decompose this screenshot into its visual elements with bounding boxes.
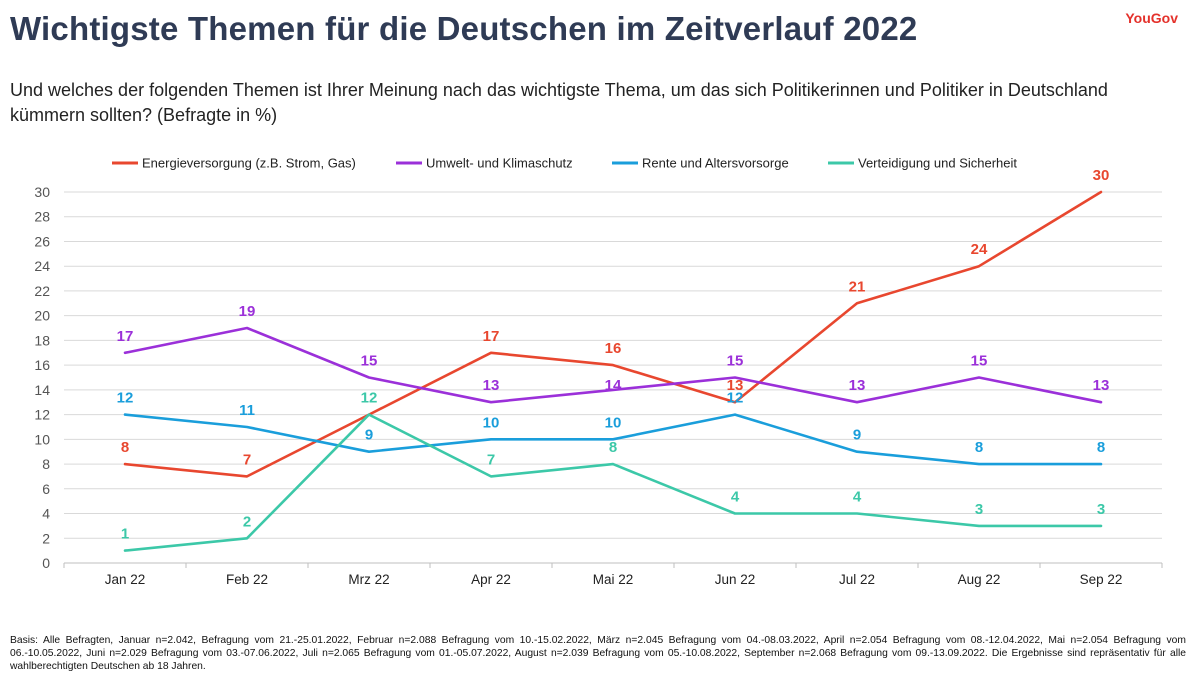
- data-label: 7: [487, 451, 495, 468]
- data-label: 10: [483, 414, 500, 431]
- y-tick-label: 10: [34, 431, 50, 447]
- y-tick-label: 4: [42, 506, 50, 522]
- x-tick-label: Feb 22: [226, 572, 268, 587]
- legend-label: Energieversorgung (z.B. Strom, Gas): [142, 156, 356, 171]
- data-label: 15: [361, 353, 378, 370]
- data-label: 3: [975, 501, 983, 518]
- y-tick-label: 26: [34, 233, 50, 249]
- data-label: 21: [849, 278, 866, 295]
- data-label: 13: [1093, 377, 1110, 394]
- data-label: 15: [727, 353, 744, 370]
- page-title: Wichtigste Themen für die Deutschen im Z…: [10, 10, 918, 47]
- y-tick-label: 18: [34, 332, 50, 348]
- legend-label: Verteidigung und Sicherheit: [858, 156, 1017, 171]
- data-label: 10: [605, 414, 622, 431]
- data-label: 12: [117, 390, 134, 407]
- data-label: 2: [243, 513, 251, 530]
- data-label: 4: [853, 489, 862, 506]
- yougov-logo: YouGov: [1125, 10, 1178, 26]
- y-tick-label: 16: [34, 357, 50, 373]
- data-label: 7: [243, 451, 251, 468]
- data-label: 4: [731, 489, 740, 506]
- x-tick-label: Apr 22: [471, 572, 511, 587]
- y-tick-label: 30: [34, 184, 50, 200]
- data-label: 8: [121, 439, 129, 456]
- y-tick-label: 24: [34, 258, 50, 274]
- data-label: 30: [1093, 167, 1110, 184]
- data-label: 13: [727, 377, 744, 394]
- y-tick-label: 14: [34, 382, 50, 398]
- data-label: 8: [1097, 439, 1105, 456]
- x-tick-label: Jan 22: [105, 572, 146, 587]
- x-tick-label: Aug 22: [958, 572, 1001, 587]
- data-label: 17: [483, 328, 500, 345]
- data-label: 24: [971, 241, 988, 258]
- data-label: 16: [605, 340, 622, 357]
- data-label: 13: [483, 377, 500, 394]
- series-line-0: [123, 190, 1103, 478]
- data-label: 12: [361, 390, 378, 407]
- data-label: 12: [727, 390, 744, 407]
- data-label: 8: [609, 439, 617, 456]
- data-label: 19: [239, 303, 256, 320]
- series-line-3: [123, 413, 1103, 552]
- data-label: 13: [849, 377, 866, 394]
- data-label: 11: [239, 402, 255, 419]
- y-tick-label: 8: [42, 456, 50, 472]
- x-tick-label: Jul 22: [839, 572, 875, 587]
- x-tick-label: Mrz 22: [348, 572, 389, 587]
- data-label: 8: [975, 439, 983, 456]
- y-tick-label: 22: [34, 283, 50, 299]
- data-label: 9: [853, 427, 861, 444]
- line-chart: Energieversorgung (z.B. Strom, Gas) Umwel…: [34, 156, 1163, 587]
- question-subtitle: Und welches der folgenden Themen ist Ihr…: [10, 80, 1108, 125]
- legend-label: Rente und Altersvorsorge: [642, 156, 789, 171]
- y-tick-label: 28: [34, 209, 50, 225]
- y-tick-label: 2: [42, 530, 50, 546]
- chart-legend: Energieversorgung (z.B. Strom, Gas) Umwel…: [112, 156, 1017, 171]
- y-tick-label: 20: [34, 308, 50, 324]
- footnote-basis: Basis: Alle Befragten, Januar n=2.042, B…: [10, 635, 1186, 672]
- x-tick-label: Sep 22: [1080, 572, 1123, 587]
- y-tick-label: 0: [42, 555, 50, 571]
- x-axis: Jan 22 Feb 22 Mrz 22 Apr 22 Mai 22 Jun 22 Jul …: [63, 563, 1163, 587]
- data-label: 15: [971, 353, 988, 370]
- data-label: 9: [365, 427, 373, 444]
- legend-label: Umwelt- und Klimaschutz: [426, 156, 573, 171]
- data-label: 1: [121, 526, 129, 543]
- y-tick-label: 6: [42, 481, 50, 497]
- x-tick-label: Mai 22: [593, 572, 634, 587]
- data-label: 17: [117, 328, 134, 345]
- chart-series: [123, 190, 1103, 552]
- data-label: 3: [1097, 501, 1105, 518]
- data-label: 14: [605, 377, 622, 394]
- y-tick-label: 12: [34, 407, 50, 423]
- x-tick-label: Jun 22: [715, 572, 756, 587]
